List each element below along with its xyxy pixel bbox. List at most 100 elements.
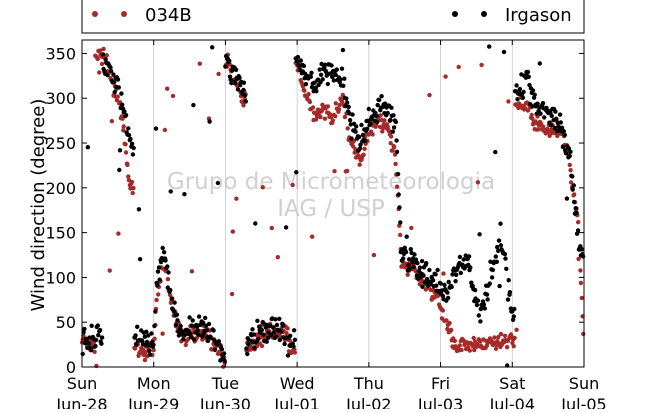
data-point-irgason (291, 344, 296, 349)
data-point-irgason (117, 148, 123, 153)
data-point-irgason (368, 121, 373, 126)
data-point-irgason (259, 327, 264, 333)
data-point-irgason (475, 298, 481, 303)
data-point-irgason (510, 317, 516, 322)
data-point-irgason (292, 337, 298, 342)
data-point-irgason (271, 325, 276, 330)
data-point-034b (307, 99, 313, 105)
data-point-034b (332, 169, 337, 174)
data-point-irgason (358, 142, 363, 147)
data-point-034b (475, 180, 481, 185)
data-point-034b (371, 252, 377, 258)
data-point-irgason (235, 87, 241, 92)
data-point-034b (397, 223, 402, 228)
y-tick-label: 150 (45, 224, 76, 243)
data-point-irgason (489, 275, 495, 280)
data-point-034b (290, 182, 295, 188)
data-point-irgason (408, 247, 413, 252)
data-point-irgason (469, 280, 474, 285)
data-point-irgason (570, 174, 575, 179)
data-point-irgason (126, 126, 131, 131)
data-point-irgason (481, 302, 487, 307)
data-point-irgason (312, 80, 317, 85)
data-point-irgason (349, 136, 354, 141)
data-point-irgason (188, 331, 193, 336)
data-point-irgason (142, 334, 148, 339)
data-point-irgason (96, 333, 101, 338)
data-point-irgason (128, 136, 133, 142)
data-point-034b (230, 229, 235, 234)
data-point-034b (579, 295, 584, 301)
data-point-irgason (511, 314, 516, 319)
data-point-irgason (501, 49, 507, 55)
data-point-irgason (359, 122, 364, 128)
axes: Sun Jun-28 Mon Jun-29 Tue Jun-30 Wed Jul-01 Thu J… (45, 40, 607, 413)
data-point-034b (478, 339, 483, 344)
x-tick-date: Jun-29 (127, 395, 179, 409)
data-point-irgason (445, 290, 450, 295)
data-point-irgason (255, 318, 260, 323)
data-point-irgason (155, 283, 160, 288)
data-point-irgason (85, 145, 91, 150)
data-point-034b (336, 107, 342, 112)
data-point-034b (471, 335, 476, 341)
data-point-irgason (274, 322, 280, 328)
data-point-irgason (80, 351, 85, 357)
data-point-irgason (427, 267, 432, 273)
data-point-034b (156, 292, 161, 297)
data-point-irgason (365, 126, 370, 131)
data-point-034b (330, 118, 335, 123)
data-point-irgason (318, 72, 324, 78)
data-point-034b (116, 231, 121, 236)
x-tick-date: Jun-28 (55, 395, 107, 409)
data-point-irgason (495, 244, 500, 250)
data-point-irgason (507, 290, 513, 295)
data-point-irgason (453, 279, 458, 284)
x-tick-date: Jul-01 (273, 395, 319, 409)
data-point-irgason (537, 61, 542, 66)
data-point-irgason (365, 118, 371, 124)
data-point-irgason (413, 257, 419, 262)
data-point-034b (502, 333, 508, 338)
y-tick-label: 250 (45, 134, 76, 153)
data-point-irgason (497, 283, 502, 289)
data-point-irgason (122, 109, 127, 114)
data-point-irgason (424, 261, 429, 266)
data-point-irgason (168, 287, 173, 293)
data-point-irgason (502, 251, 508, 257)
data-point-034b (447, 320, 452, 326)
x-tick-date: Jun-30 (199, 395, 251, 409)
data-point-irgason (575, 228, 581, 233)
data-point-irgason (398, 220, 403, 225)
x-tick-day: Wed (280, 374, 315, 393)
data-point-irgason (403, 249, 409, 255)
data-point-irgason (163, 258, 168, 263)
data-point-irgason (331, 78, 337, 83)
data-point-034b (443, 74, 448, 79)
data-point-irgason (120, 102, 125, 108)
data-point-irgason (192, 337, 197, 342)
data-point-034b (567, 162, 572, 168)
data-point-034b (142, 357, 148, 363)
data-point-irgason (309, 70, 314, 76)
data-point-irgason (313, 85, 318, 90)
data-point-irgason (549, 123, 554, 128)
x-tick-date: Jul-05 (560, 395, 606, 409)
data-point-irgason (169, 296, 174, 301)
data-point-034b (512, 335, 517, 341)
data-point-034b (104, 53, 110, 58)
data-point-irgason (505, 297, 511, 302)
data-point-irgason (279, 329, 284, 334)
watermark-line: Grupo de Micrometeorologia (167, 169, 495, 195)
data-point-irgason (557, 112, 563, 117)
data-point-irgason (393, 119, 399, 125)
data-point-irgason (314, 89, 319, 94)
data-point-034b (525, 108, 531, 113)
data-point-irgason (210, 45, 215, 50)
data-point-irgason (540, 101, 546, 106)
data-point-irgason (157, 277, 162, 282)
data-point-irgason (579, 247, 585, 252)
data-point-034b (529, 112, 534, 118)
data-point-irgason (111, 72, 116, 77)
